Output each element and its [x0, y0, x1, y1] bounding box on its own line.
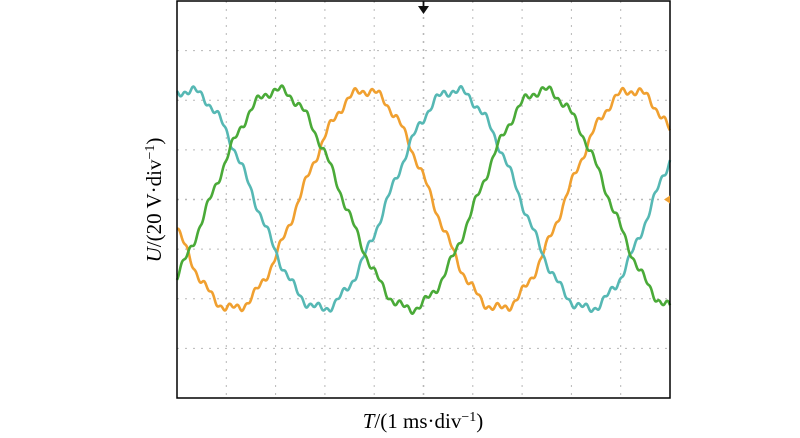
graticule-grid: [177, 1, 670, 398]
waveform-trace-3: [175, 84, 672, 316]
waveform-trace-1: [176, 86, 672, 313]
level-marker-icon: [664, 195, 670, 204]
x-axis-label: T/(1 ms·div−1): [363, 409, 484, 433]
waveform-trace-2: [175, 85, 672, 314]
trigger-markers: [418, 1, 670, 204]
y-axis-label: U/(20 V·div−1): [142, 138, 166, 263]
waveform-traces: [175, 84, 672, 316]
trigger-arrow-icon: [418, 1, 429, 14]
